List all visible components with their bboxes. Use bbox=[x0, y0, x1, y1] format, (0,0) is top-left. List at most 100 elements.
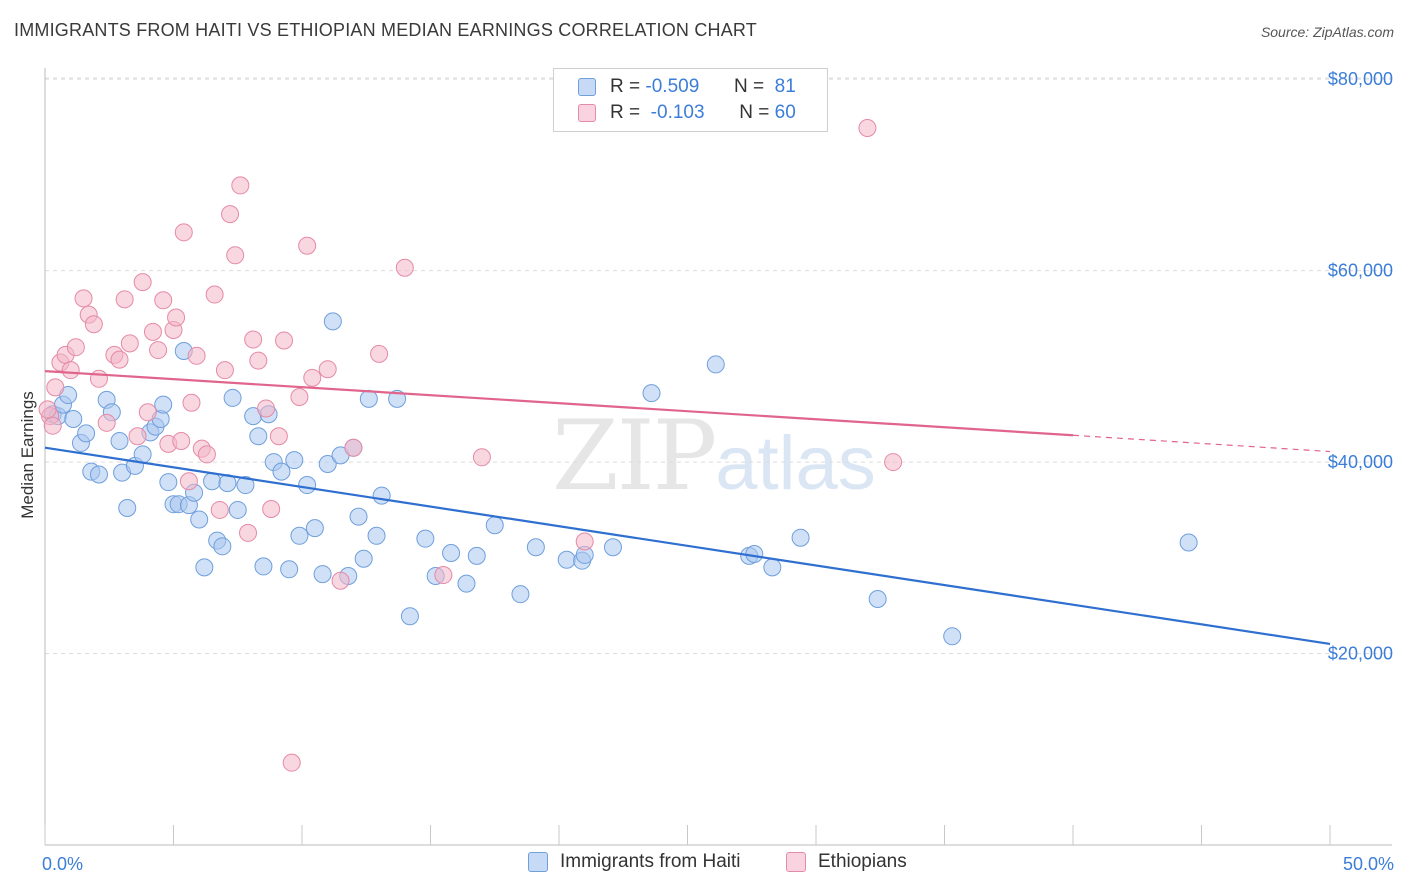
y-tick-label: $40,000 bbox=[1328, 452, 1393, 472]
ethiopian-point bbox=[269, 427, 288, 446]
ethiopian-point bbox=[197, 445, 216, 464]
series-swatch-ethiopians bbox=[786, 852, 806, 872]
haiti-point bbox=[190, 510, 209, 529]
haiti-point bbox=[706, 355, 725, 374]
ethiopian-point bbox=[221, 205, 240, 224]
x-tick-label: 50.0% bbox=[1343, 854, 1394, 874]
ethiopian-point bbox=[884, 453, 903, 472]
haiti-point bbox=[791, 528, 810, 547]
haiti-point bbox=[323, 312, 342, 331]
haiti-point bbox=[223, 388, 242, 407]
haiti-point bbox=[249, 427, 268, 446]
ethiopian-point bbox=[231, 176, 250, 195]
series-swatch-haiti bbox=[528, 852, 548, 872]
haiti-point bbox=[272, 462, 291, 481]
haiti-point bbox=[1179, 533, 1198, 552]
haiti-point bbox=[154, 395, 173, 414]
haiti-point bbox=[285, 451, 304, 470]
haiti-point bbox=[367, 526, 386, 545]
ethiopian-point bbox=[167, 308, 186, 327]
haiti-point bbox=[354, 549, 373, 568]
haiti-point bbox=[305, 519, 324, 538]
ethiopian-point bbox=[395, 258, 414, 277]
ethiopian-point bbox=[575, 532, 594, 551]
ethiopian-point bbox=[174, 223, 193, 242]
haiti-point bbox=[372, 486, 391, 505]
ethiopian-point bbox=[115, 290, 134, 309]
haiti-point bbox=[388, 389, 407, 408]
y-tick-label: $80,000 bbox=[1328, 69, 1393, 89]
haiti-point bbox=[118, 499, 137, 518]
haiti-point bbox=[254, 557, 273, 576]
y-axis-label: Median Earnings bbox=[18, 391, 37, 519]
series-legend: Immigrants from Haiti Ethiopians bbox=[0, 851, 1406, 877]
ethiopian-point bbox=[149, 341, 168, 360]
ethiopian-point bbox=[344, 438, 363, 457]
haiti-point bbox=[467, 546, 486, 565]
ethiopian-point bbox=[84, 315, 103, 334]
haiti-point bbox=[159, 473, 178, 492]
legend-row-ethiopians: R = -0.103 N = 60 bbox=[578, 101, 796, 125]
y-tick-label: $20,000 bbox=[1328, 644, 1393, 664]
ethiopian-point bbox=[244, 330, 263, 349]
haiti-trend-line bbox=[44, 446, 1331, 646]
haiti-point bbox=[457, 574, 476, 593]
ethiopian-point bbox=[858, 118, 877, 137]
haiti-point bbox=[213, 537, 232, 556]
legend-swatch-haiti bbox=[578, 78, 596, 96]
series-legend-item-haiti: Immigrants from Haiti bbox=[528, 851, 741, 873]
ethiopian-point bbox=[43, 416, 62, 435]
haiti-point bbox=[318, 454, 337, 473]
haiti-point bbox=[526, 538, 545, 557]
haiti-point bbox=[485, 516, 504, 535]
haiti-point bbox=[77, 424, 96, 443]
haiti-point bbox=[416, 529, 435, 548]
haiti-point bbox=[110, 432, 129, 451]
series-label-ethiopians: Ethiopians bbox=[818, 851, 907, 872]
haiti-point bbox=[290, 526, 309, 545]
legend-r-label: R = bbox=[610, 76, 641, 97]
ethiopian-point bbox=[434, 566, 453, 585]
ethiopian-trend-line bbox=[44, 370, 1074, 437]
watermark-atlas: atlas bbox=[715, 421, 876, 506]
legend-n-value: 81 bbox=[774, 76, 796, 97]
haiti-point bbox=[313, 565, 332, 584]
haiti-point bbox=[763, 558, 782, 577]
haiti-point bbox=[280, 560, 299, 579]
x-tick-label: 0.0% bbox=[42, 854, 83, 874]
ethiopian-point bbox=[120, 334, 139, 353]
legend-n-label: N = bbox=[733, 76, 765, 97]
haiti-point bbox=[642, 384, 661, 403]
ethiopian-point bbox=[66, 338, 85, 357]
legend-n-label: N = bbox=[739, 102, 770, 123]
haiti-point bbox=[442, 544, 461, 563]
legend-row-haiti: R = -0.509 N = 81 bbox=[578, 75, 796, 99]
series-label-haiti: Immigrants from Haiti bbox=[560, 851, 741, 872]
series-legend-item-ethiopians: Ethiopians bbox=[786, 851, 907, 873]
legend-n-value: 60 bbox=[774, 102, 796, 123]
ethiopian-point bbox=[275, 331, 294, 350]
ethiopian-point bbox=[128, 427, 147, 446]
ethiopian-point bbox=[303, 368, 322, 387]
ethiopian-point bbox=[179, 472, 198, 491]
ethiopian-point bbox=[74, 289, 93, 308]
legend-r-value: -0.103 bbox=[650, 102, 705, 123]
legend-r-value: -0.509 bbox=[645, 76, 700, 97]
ethiopian-point bbox=[472, 448, 491, 467]
ethiopian-point bbox=[239, 523, 258, 542]
ethiopian-point bbox=[38, 400, 57, 419]
ethiopian-point bbox=[46, 378, 65, 397]
haiti-point bbox=[868, 589, 887, 608]
haiti-point bbox=[400, 607, 419, 626]
ethiopian-point bbox=[89, 369, 108, 388]
haiti-point bbox=[349, 507, 368, 526]
y-tick-label: $60,000 bbox=[1328, 261, 1393, 281]
haiti-point bbox=[943, 627, 962, 646]
ethiopian-point bbox=[215, 361, 234, 380]
ethiopian-point bbox=[282, 753, 301, 772]
ethiopian-point bbox=[210, 500, 229, 519]
haiti-point bbox=[511, 585, 530, 604]
haiti-point bbox=[557, 550, 576, 569]
ethiopian-point bbox=[331, 571, 350, 590]
